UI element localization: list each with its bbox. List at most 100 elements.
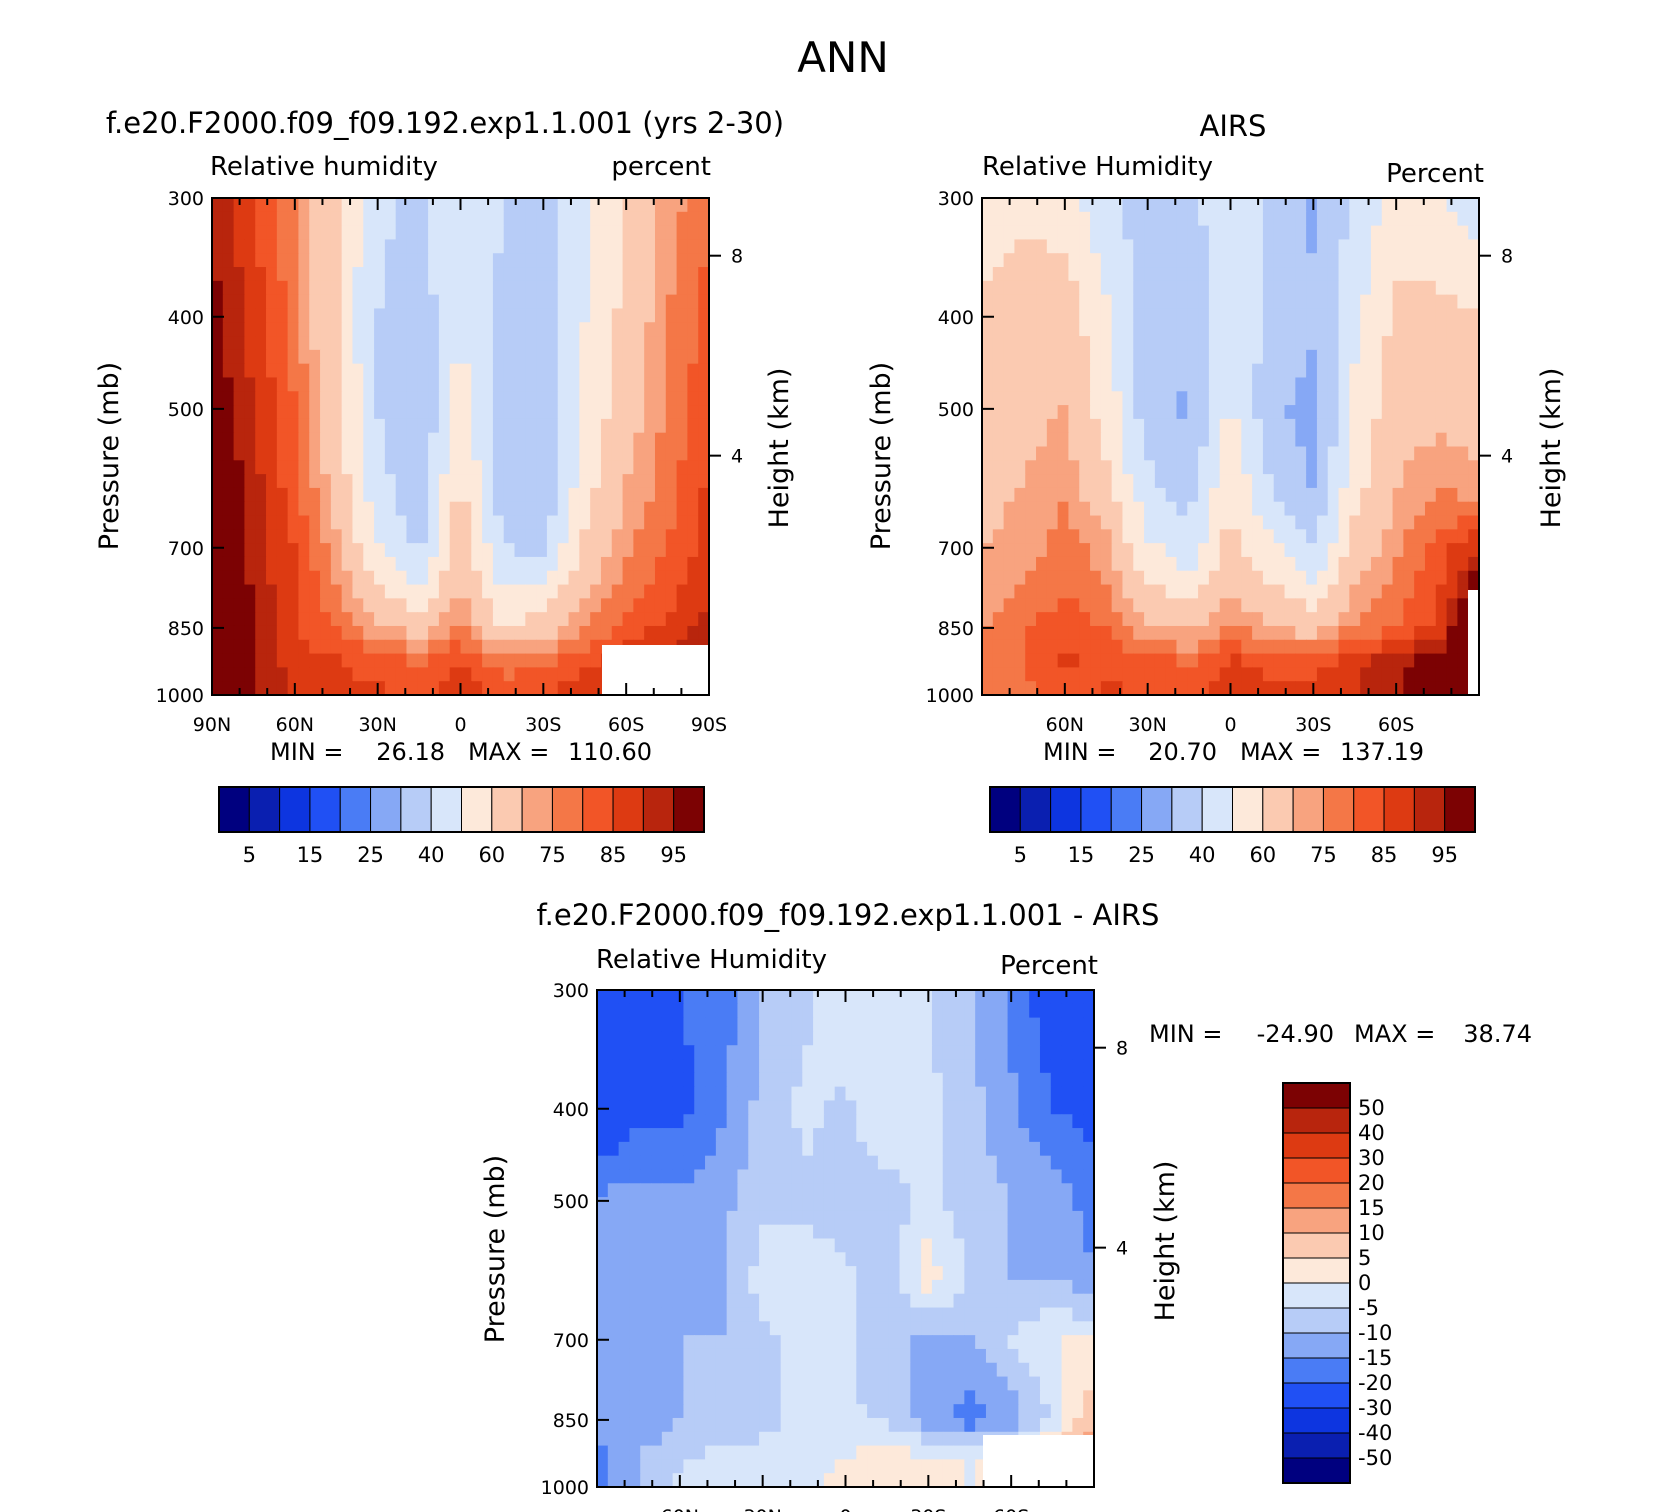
contour-cell <box>600 377 613 392</box>
contour-cell <box>694 1003 706 1019</box>
contour-cell <box>931 1197 944 1212</box>
contour-cell <box>651 1279 663 1295</box>
contour-cell <box>287 501 300 517</box>
contour-cell <box>867 1293 879 1309</box>
contour-cell <box>1039 1293 1052 1309</box>
contour-cell <box>266 267 278 282</box>
contour-cell <box>683 1128 695 1143</box>
contour-cell <box>931 1031 944 1046</box>
contour-cell <box>438 653 451 668</box>
contour-cell <box>579 253 591 268</box>
contour-cell <box>676 529 688 544</box>
contour-cell <box>629 1086 641 1102</box>
contour-cell <box>1057 487 1070 503</box>
contour-cell <box>1403 584 1415 599</box>
contour-cell <box>1273 322 1286 337</box>
contour-cell <box>471 432 483 448</box>
contour-cell <box>661 1003 674 1019</box>
contour-cell <box>921 1266 933 1281</box>
colorbar-label: 25 <box>1128 843 1155 867</box>
contour-cell <box>1414 612 1426 627</box>
contour-cell <box>590 625 602 641</box>
contour-cell <box>1100 584 1113 599</box>
contour-cell <box>428 280 440 296</box>
contour-cell <box>417 639 429 655</box>
contour-cell <box>1327 529 1340 544</box>
contour-cell <box>1381 487 1394 503</box>
contour-cell <box>1018 1045 1030 1060</box>
contour-cell <box>1036 598 1048 613</box>
contour-cell <box>492 529 505 544</box>
contour-cell <box>1327 515 1340 530</box>
contour-cell <box>471 529 483 544</box>
contour-cell <box>694 1141 706 1157</box>
contour-cell <box>607 1293 620 1309</box>
contour-cell <box>222 556 235 572</box>
contour-cell <box>661 1210 674 1226</box>
contour-cell <box>514 625 526 641</box>
contour-cell <box>726 1045 739 1060</box>
contour-cell <box>618 1086 631 1102</box>
contour-cell <box>1446 570 1458 586</box>
contour-cell <box>1273 225 1286 241</box>
contour-cell <box>536 432 548 448</box>
contour-cell <box>1230 322 1242 337</box>
contour-cell <box>600 349 613 365</box>
contour-cell <box>438 446 451 461</box>
contour-cell <box>931 1279 944 1295</box>
x-tick-label: 30S <box>525 714 561 736</box>
contour-cell <box>1046 432 1059 448</box>
contour-cell <box>1306 418 1318 434</box>
contour-cell <box>449 280 462 296</box>
contour-cell <box>1262 667 1275 682</box>
contour-cell <box>503 584 516 599</box>
contour-cell <box>1252 653 1264 668</box>
contour-cell <box>320 446 332 461</box>
contour-cell <box>1007 1210 1019 1226</box>
contour-cell <box>1072 1210 1084 1226</box>
contour-cell <box>953 1114 965 1129</box>
contour-cell <box>352 501 364 517</box>
contour-cell <box>611 391 624 406</box>
contour-cell <box>607 1307 620 1322</box>
contour-cell <box>1176 225 1188 241</box>
contour-cell <box>1176 280 1188 296</box>
contour-cell <box>222 570 235 586</box>
contour-cell <box>698 460 710 475</box>
contour-cell <box>1039 1141 1052 1157</box>
contour-cell <box>996 1335 1009 1350</box>
contour-cell <box>363 460 375 475</box>
contour-cell <box>964 1210 976 1226</box>
contour-cell <box>856 1086 868 1102</box>
contour-cell <box>492 460 505 475</box>
contour-cell <box>640 1183 652 1198</box>
contour-cell <box>1007 1072 1019 1088</box>
contour-cell <box>276 253 289 268</box>
contour-cell <box>1316 349 1329 365</box>
contour-cell <box>982 460 994 475</box>
contour-cell <box>1424 432 1437 448</box>
contour-cell <box>726 1031 739 1046</box>
contour-cell <box>1176 625 1188 641</box>
contour-cell <box>1154 487 1167 503</box>
contour-cell <box>618 1348 631 1364</box>
contour-cell <box>482 474 494 489</box>
contour-cell <box>899 1141 911 1157</box>
contour-cell <box>471 198 483 213</box>
contour-cell <box>1316 225 1329 241</box>
contour-cell <box>1122 529 1134 544</box>
contour-cell <box>1025 446 1037 461</box>
contour-cell <box>888 1224 901 1240</box>
contour-cell <box>1090 418 1102 434</box>
contour-cell <box>244 253 256 268</box>
contour-cell <box>1295 432 1307 448</box>
contour-cell <box>1144 667 1156 682</box>
contour-cell <box>651 1197 663 1212</box>
contour-cell <box>514 653 526 668</box>
contour-cell <box>780 1279 793 1295</box>
contour-cell <box>1349 308 1361 323</box>
contour-cell <box>1392 336 1404 351</box>
contour-cell <box>460 584 472 599</box>
contour-cell <box>460 432 472 448</box>
